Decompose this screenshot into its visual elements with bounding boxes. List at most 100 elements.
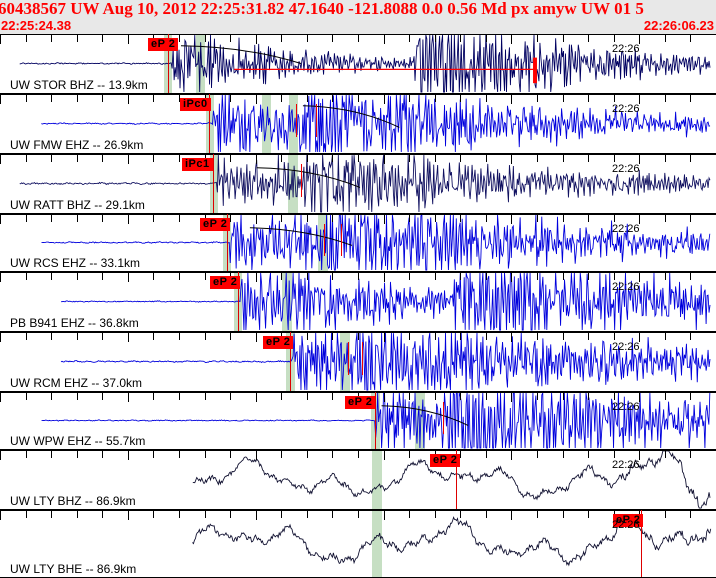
s-pick-line[interactable] bbox=[443, 402, 444, 434]
axis-tick bbox=[588, 34, 589, 42]
station-channel-label[interactable]: UW WPW EHZ -- 55.7km bbox=[10, 434, 146, 448]
station-channel-label[interactable]: UW FMW EHZ -- 26.9km bbox=[10, 138, 144, 152]
p-pick-line[interactable] bbox=[238, 272, 239, 331]
trace-row[interactable]: eP 2 22:26 UW LTY BHE -- 86.9km bbox=[0, 510, 716, 578]
axis-tick bbox=[460, 332, 461, 340]
axis-tick bbox=[384, 34, 385, 44]
p-pick-line[interactable] bbox=[168, 34, 169, 93]
axis-tick bbox=[179, 392, 180, 400]
station-channel-label[interactable]: UW LTY BHZ -- 86.9km bbox=[10, 494, 136, 508]
axis-tick bbox=[77, 272, 78, 280]
trace-row[interactable]: eP 2 22:26 UW WPW EHZ -- 55.7km bbox=[0, 392, 716, 450]
axis-tick bbox=[486, 392, 487, 400]
axis-tick bbox=[77, 332, 78, 340]
phase-pick-label[interactable]: iPc1 bbox=[182, 158, 213, 171]
axis-tick bbox=[128, 392, 129, 402]
axis-tick bbox=[307, 154, 308, 162]
p-pick-line[interactable] bbox=[641, 510, 642, 577]
s-pick-line[interactable] bbox=[316, 104, 317, 137]
p-pick-line[interactable] bbox=[456, 450, 457, 509]
axis-tick bbox=[205, 510, 206, 518]
axis-tick bbox=[128, 214, 129, 224]
p-pick-line[interactable] bbox=[213, 154, 214, 213]
axis-tick bbox=[0, 214, 1, 224]
station-channel-label[interactable]: UW LTY BHE -- 86.9km bbox=[10, 562, 137, 576]
axis-tick bbox=[409, 332, 410, 340]
s-pick-line[interactable] bbox=[341, 224, 342, 256]
trace-row[interactable]: iPc0 22:26 UW FMW EHZ -- 26.9km bbox=[0, 94, 716, 154]
axis-tick bbox=[563, 34, 564, 42]
axis-tick bbox=[128, 450, 129, 460]
axis-tick bbox=[537, 94, 538, 102]
axis-tick bbox=[435, 332, 436, 340]
axis-tick bbox=[409, 392, 410, 400]
axis-tick bbox=[460, 154, 461, 162]
axis-tick bbox=[563, 272, 564, 280]
travel-time-curve bbox=[302, 105, 400, 128]
axis-tick bbox=[307, 332, 308, 340]
s-pick-line[interactable] bbox=[301, 164, 302, 197]
axis-tick bbox=[51, 34, 52, 42]
trace-row[interactable]: eP 2 22:26 PB B941 EHZ -- 36.8km bbox=[0, 272, 716, 332]
minute-tick-label: 22:26 bbox=[612, 281, 640, 293]
axis-tick bbox=[511, 392, 512, 402]
time-axis bbox=[0, 332, 716, 342]
station-channel-label[interactable]: UW STOR BHZ -- 13.9km bbox=[10, 78, 148, 92]
axis-tick bbox=[332, 154, 333, 162]
axis-tick bbox=[281, 34, 282, 42]
axis-tick bbox=[358, 34, 359, 42]
phase-pick-label[interactable]: eP 2 bbox=[200, 218, 231, 231]
s-pick-line[interactable] bbox=[324, 224, 325, 256]
axis-tick bbox=[51, 510, 52, 518]
trace-row[interactable]: iPc1 22:26 UW RATT BHZ -- 29.1km bbox=[0, 154, 716, 214]
axis-tick bbox=[307, 34, 308, 42]
axis-tick bbox=[511, 94, 512, 104]
s-pick-line[interactable] bbox=[348, 342, 349, 375]
axis-tick bbox=[102, 214, 103, 222]
p-pick-line[interactable] bbox=[290, 332, 291, 391]
p-pick-line[interactable] bbox=[227, 214, 228, 271]
waveform-trace bbox=[192, 450, 711, 509]
trace-row[interactable]: eP 2 22:26 UW RCS EHZ -- 33.1km bbox=[0, 214, 716, 272]
phase-pick-label[interactable]: eP 2 bbox=[430, 454, 461, 467]
axis-tick bbox=[409, 272, 410, 280]
axis-tick bbox=[77, 450, 78, 458]
p-pick-line[interactable] bbox=[209, 94, 210, 153]
axis-tick bbox=[51, 332, 52, 340]
axis-tick bbox=[563, 94, 564, 102]
station-channel-label[interactable]: UW RCS EHZ -- 33.1km bbox=[10, 256, 141, 270]
station-channel-label[interactable]: PB B941 EHZ -- 36.8km bbox=[10, 316, 139, 330]
axis-tick bbox=[179, 154, 180, 162]
trace-row[interactable]: eP 2 22:26 UW RCM EHZ -- 37.0km bbox=[0, 332, 716, 392]
phase-pick-label[interactable]: eP 2 bbox=[210, 276, 241, 289]
axis-tick bbox=[256, 94, 257, 104]
axis-tick bbox=[435, 154, 436, 162]
axis-tick bbox=[563, 154, 564, 162]
axis-tick bbox=[307, 214, 308, 222]
phase-pick-label[interactable]: iPc0 bbox=[180, 98, 211, 111]
axis-tick bbox=[384, 450, 385, 460]
s-pick-line[interactable] bbox=[296, 104, 297, 137]
station-channel-label[interactable]: UW RATT BHZ -- 29.1km bbox=[10, 198, 145, 212]
axis-tick bbox=[307, 450, 308, 458]
phase-pick-label[interactable]: eP 2 bbox=[263, 336, 294, 349]
axis-tick bbox=[511, 510, 512, 520]
axis-tick bbox=[256, 332, 257, 342]
axis-tick bbox=[563, 510, 564, 518]
axis-tick bbox=[26, 272, 27, 280]
axis-tick bbox=[384, 94, 385, 104]
phase-pick-label[interactable]: eP 2 bbox=[345, 396, 376, 409]
trace-row[interactable]: eP 2 22:26 UW LTY BHZ -- 86.9km bbox=[0, 450, 716, 510]
p-pick-line[interactable] bbox=[375, 392, 376, 449]
s-pick-line[interactable] bbox=[362, 342, 363, 375]
axis-tick bbox=[435, 94, 436, 102]
axis-tick bbox=[690, 392, 691, 400]
axis-tick bbox=[486, 34, 487, 42]
phase-pick-label[interactable]: eP 2 bbox=[613, 514, 644, 527]
phase-pick-label[interactable]: eP 2 bbox=[148, 38, 179, 51]
trace-row[interactable]: eP 2 22:26 UW STOR BHZ -- 13.9km bbox=[0, 34, 716, 94]
axis-tick bbox=[537, 392, 538, 400]
station-channel-label[interactable]: UW RCM EHZ -- 37.0km bbox=[10, 376, 142, 390]
axis-tick bbox=[486, 94, 487, 102]
window-start-time: 22:25:24.38 bbox=[1, 18, 72, 33]
